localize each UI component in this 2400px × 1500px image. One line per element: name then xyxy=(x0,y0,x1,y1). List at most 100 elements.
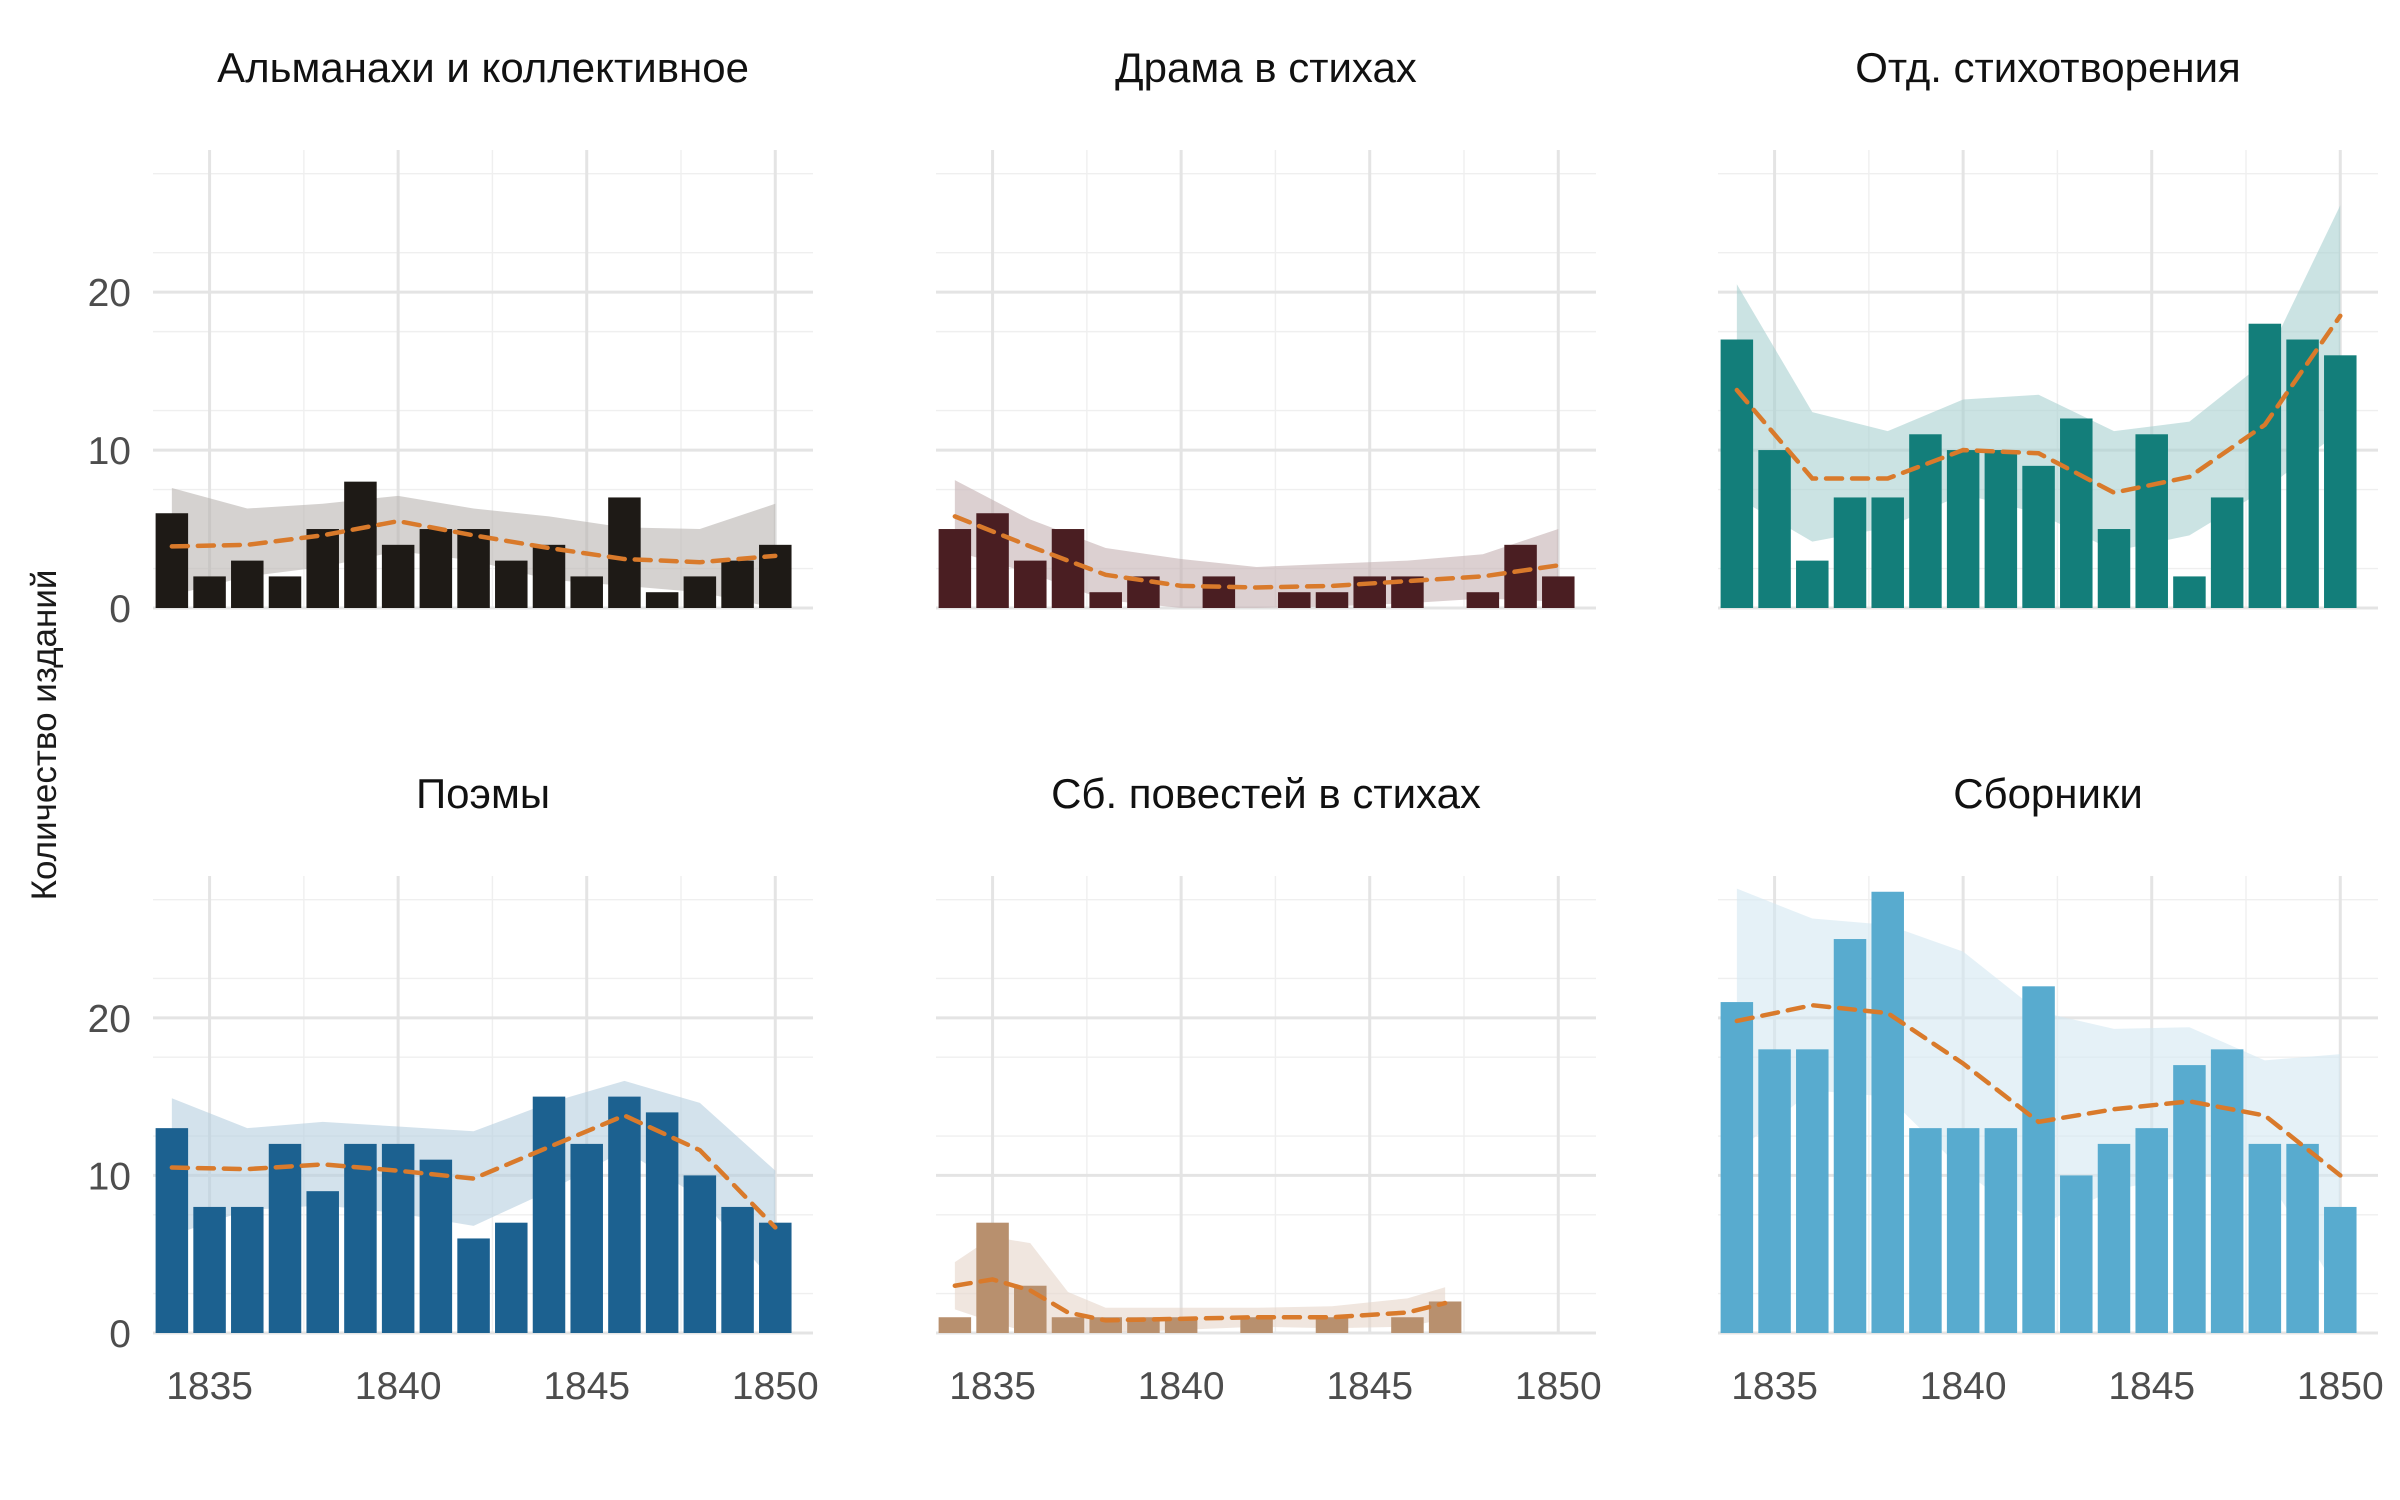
panel-title: Сб. повестей в стихах xyxy=(1051,770,1481,817)
facet-panel: Поэмы 0 10 20 1835 1840 1845 1850 xyxy=(88,770,819,1408)
bar xyxy=(1984,450,2018,608)
bar xyxy=(193,1206,226,1333)
bar xyxy=(2286,339,2319,608)
confidence-band xyxy=(1736,205,2341,552)
bar xyxy=(1315,1317,1349,1333)
trend-line xyxy=(169,518,778,565)
bar xyxy=(155,1128,189,1333)
y-tick-label: 10 xyxy=(88,1155,131,1198)
bar xyxy=(344,1143,377,1333)
panel-title: Поэмы xyxy=(416,770,550,817)
bar xyxy=(683,1175,717,1333)
bar xyxy=(1353,576,1386,608)
bar xyxy=(2324,1206,2357,1333)
bar xyxy=(1984,1128,2018,1333)
bar xyxy=(495,560,528,608)
panel-title: Драма в стихах xyxy=(1115,44,1417,91)
y-tick-label: 0 xyxy=(109,1313,131,1356)
x-tick-label: 1850 xyxy=(1515,1365,1602,1408)
bar xyxy=(419,1159,453,1333)
bar xyxy=(344,481,377,608)
x-tick-label: 1850 xyxy=(2297,1365,2384,1408)
bar xyxy=(1720,1002,1754,1333)
y-tick-label: 20 xyxy=(88,272,131,315)
y-axis-label: Количество изданий xyxy=(25,570,64,901)
bar xyxy=(1796,1049,1829,1333)
bar xyxy=(1014,1285,1047,1333)
bar xyxy=(231,560,264,608)
x-tick-label: 1835 xyxy=(166,1365,253,1408)
bar xyxy=(1758,1049,1791,1333)
x-tick-label: 1835 xyxy=(949,1365,1036,1408)
bar xyxy=(2060,1175,2093,1333)
x-tick-label: 1845 xyxy=(543,1365,630,1408)
bar xyxy=(1014,560,1047,608)
panel-title: Сборники xyxy=(1953,770,2143,817)
bar xyxy=(1909,1128,1942,1333)
y-tick-label: 20 xyxy=(88,998,131,1041)
bar xyxy=(608,1096,641,1333)
bar xyxy=(2097,529,2131,608)
x-tick-label: 1845 xyxy=(1326,1365,1413,1408)
bar xyxy=(2060,418,2093,608)
bar xyxy=(1871,497,1904,608)
bar xyxy=(2022,465,2055,608)
bar xyxy=(1202,576,1236,608)
bar xyxy=(683,576,717,608)
bar xyxy=(1833,939,1867,1333)
bar xyxy=(306,529,339,608)
facet-panel: Альманахи и коллективное 0 10 20 xyxy=(88,44,813,631)
trend-line xyxy=(1734,313,2343,496)
bar xyxy=(2324,355,2357,608)
trend-line xyxy=(952,514,1561,590)
x-tick-label: 1840 xyxy=(355,1365,442,1408)
bar xyxy=(570,576,603,608)
bar xyxy=(268,576,302,608)
bar xyxy=(608,497,641,608)
bar xyxy=(1428,1301,1462,1333)
bar xyxy=(938,1317,972,1333)
bar xyxy=(2248,323,2282,608)
facet-panel: Отд. стихотворения xyxy=(1718,44,2378,610)
bar xyxy=(1240,1317,1273,1333)
bar xyxy=(1871,891,1904,1333)
bar xyxy=(457,529,490,608)
bar xyxy=(1391,1317,1424,1333)
bar xyxy=(1504,544,1537,608)
trend-line xyxy=(952,1277,1448,1323)
bar xyxy=(759,1222,792,1333)
bar xyxy=(1051,1317,1085,1333)
bar xyxy=(721,1206,754,1333)
bar xyxy=(306,1191,339,1333)
y-tick-label: 0 xyxy=(109,588,131,631)
bar xyxy=(721,560,754,608)
bar xyxy=(155,513,189,608)
bar xyxy=(2173,1065,2206,1333)
bar xyxy=(1796,560,1829,608)
bar xyxy=(1164,1317,1198,1333)
bar xyxy=(231,1206,264,1333)
y-tick-label: 10 xyxy=(88,430,131,473)
bar xyxy=(1315,592,1349,608)
bar xyxy=(2135,1128,2168,1333)
panel-title: Альманахи и коллективное xyxy=(217,44,749,91)
facet-panel: Сб. повестей в стихах 1835 1840 1845 1850 xyxy=(936,770,1602,1408)
bar xyxy=(2135,434,2168,608)
bar xyxy=(1051,529,1085,608)
trend-line xyxy=(1734,1002,2343,1178)
bar xyxy=(457,1238,490,1333)
facet-panel: Сборники 1835 1840 1845 1850 xyxy=(1718,770,2384,1408)
x-tick-label: 1840 xyxy=(1920,1365,2007,1408)
bar xyxy=(268,1143,302,1333)
x-tick-label: 1835 xyxy=(1731,1365,1818,1408)
bar xyxy=(532,1096,566,1333)
bar xyxy=(1833,497,1867,608)
bar xyxy=(1758,450,1791,608)
bar xyxy=(2210,497,2244,608)
bar xyxy=(1278,592,1311,608)
trend-line xyxy=(169,1113,778,1230)
bar xyxy=(381,544,415,608)
x-tick-label: 1845 xyxy=(2108,1365,2195,1408)
bar xyxy=(645,592,679,608)
